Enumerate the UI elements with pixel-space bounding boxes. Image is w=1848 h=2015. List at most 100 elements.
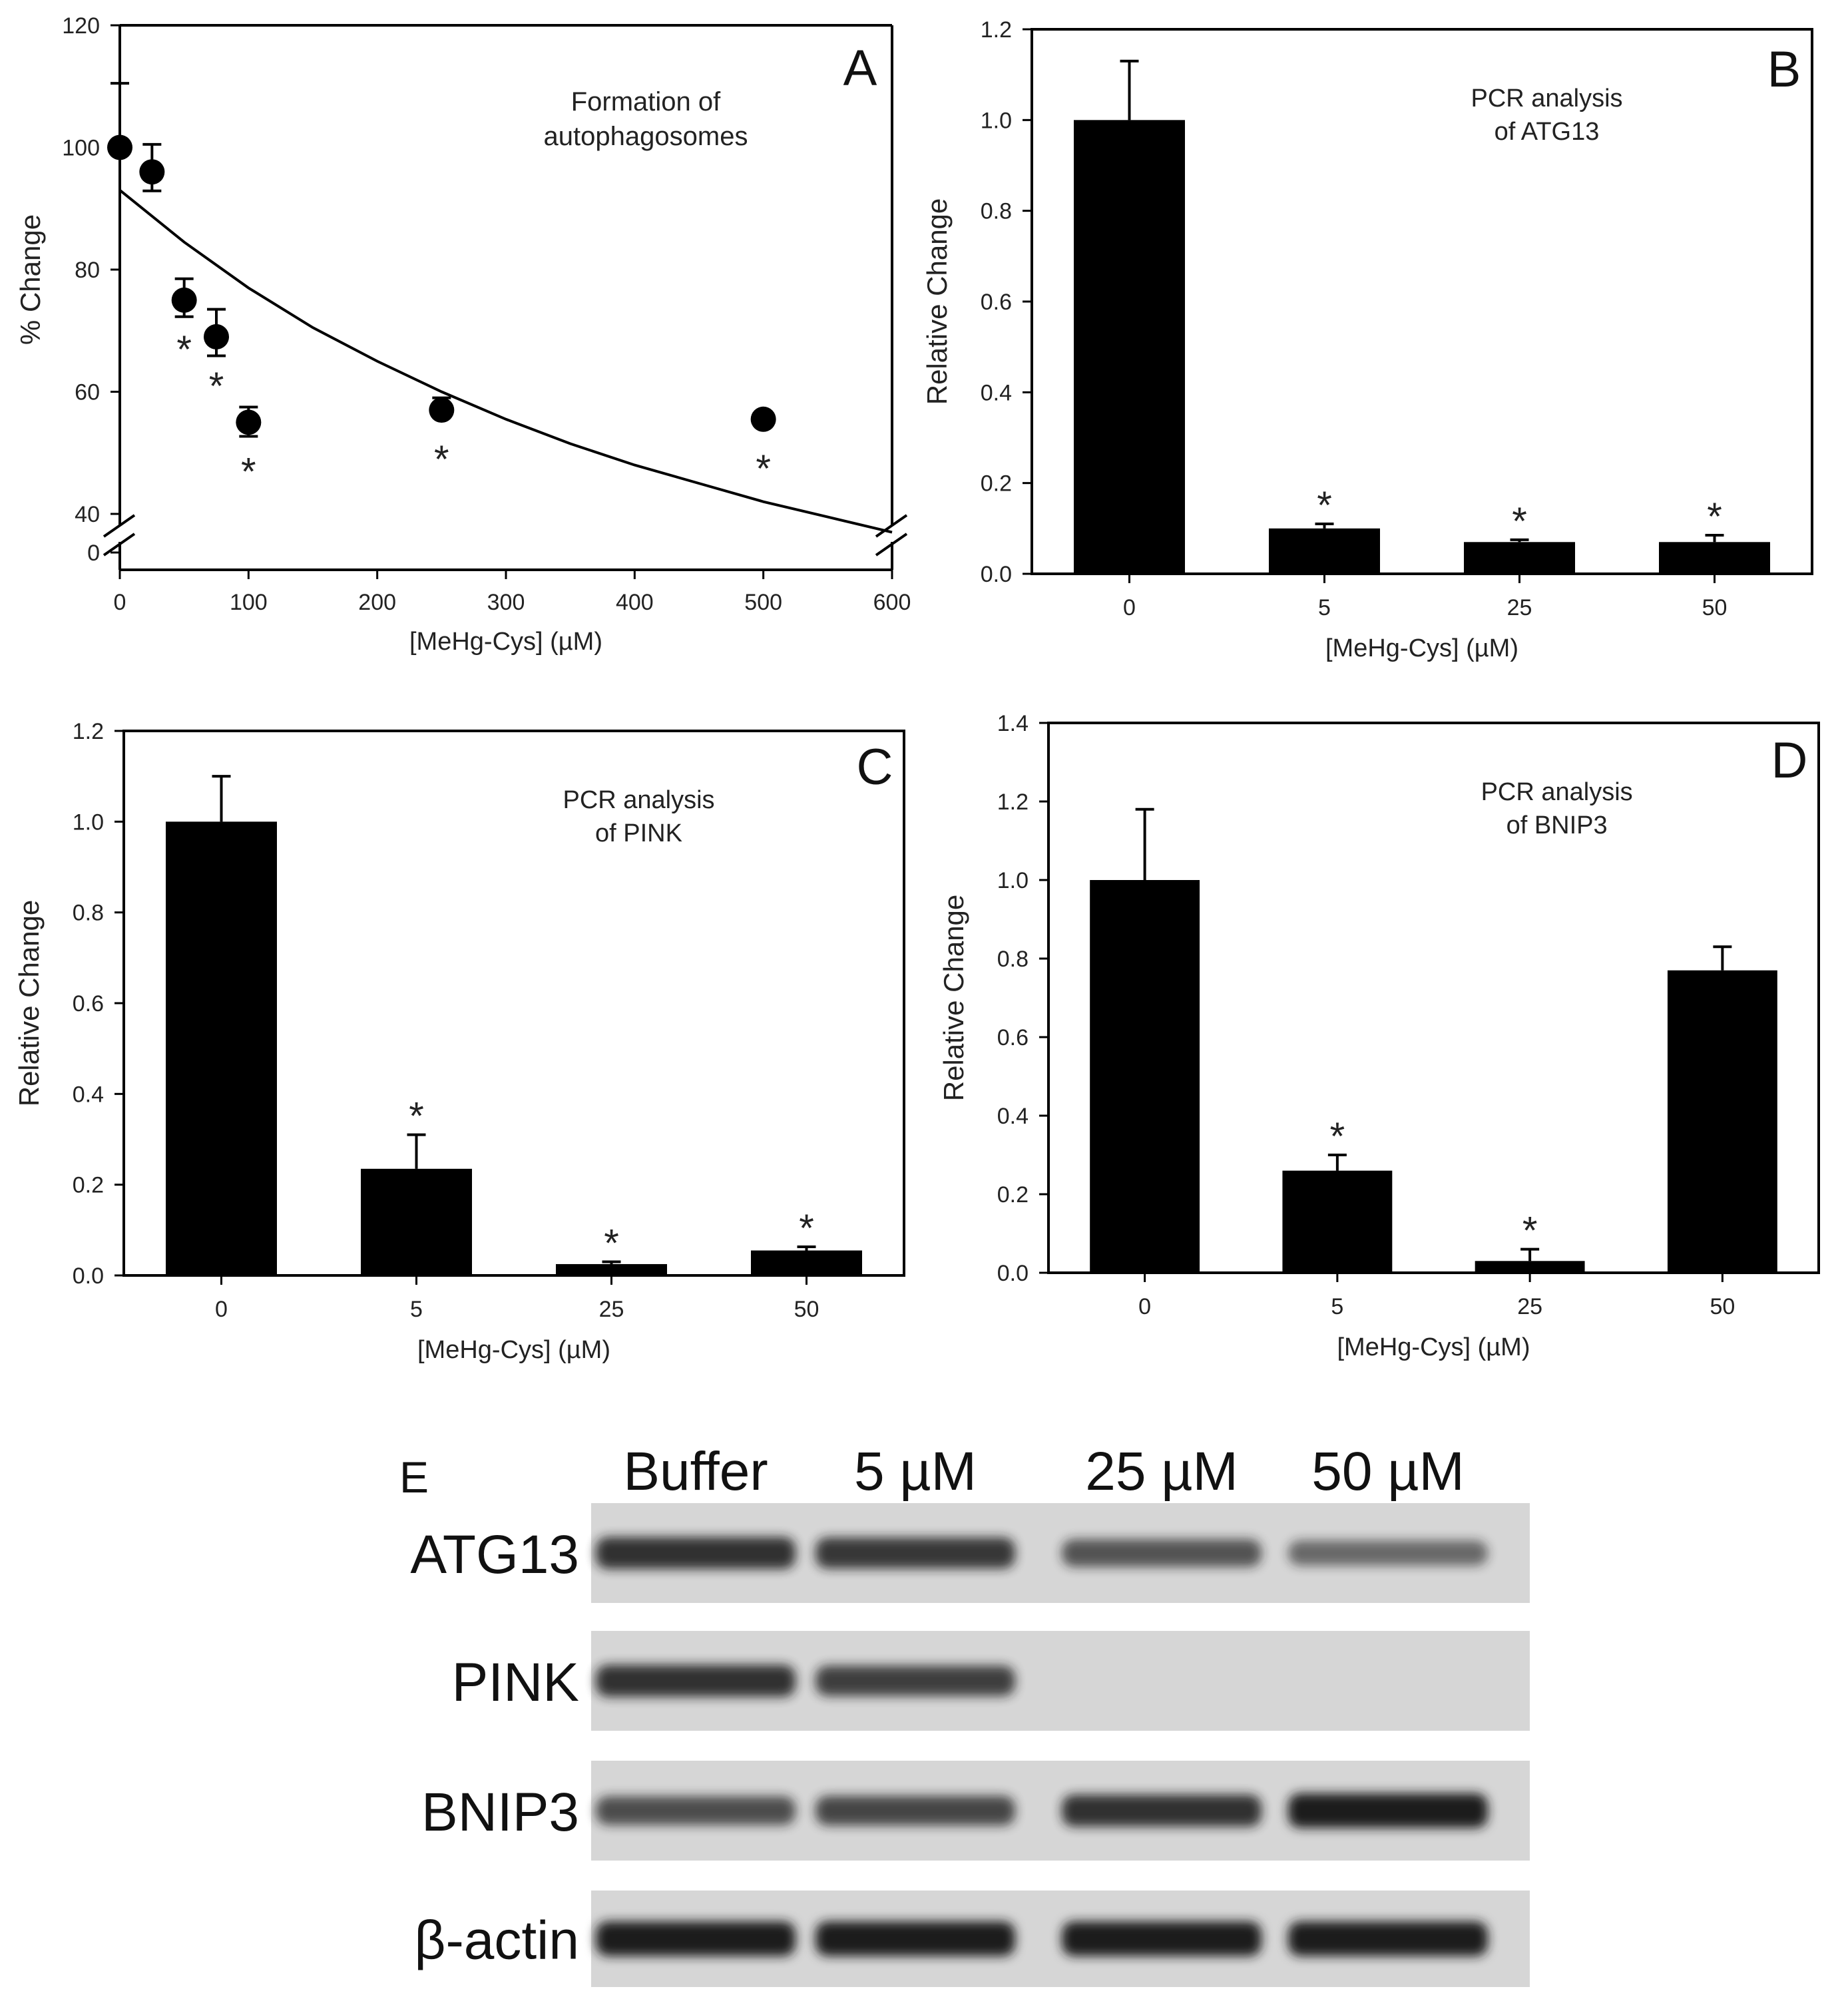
bar: [1090, 880, 1200, 1273]
y-tick-label: 0: [87, 541, 100, 566]
bar: [1667, 970, 1777, 1273]
x-tick-label: 50: [1710, 1294, 1735, 1319]
axis-break-mark: [103, 533, 136, 557]
blot-row-label: PINK: [452, 1652, 579, 1713]
axis-break-mark: [875, 514, 908, 538]
bar: [360, 1168, 473, 1275]
blot-row-label: BNIP3: [421, 1782, 579, 1843]
blot-band: [1062, 1794, 1262, 1827]
bar: [555, 1263, 668, 1275]
significance-star: *: [241, 450, 256, 493]
bar: [165, 821, 278, 1275]
x-tick-label: 0: [1123, 595, 1136, 620]
chart-annotation: of PINK: [595, 819, 682, 847]
bar: [1475, 1261, 1585, 1273]
y-tick-label: 0.8: [981, 199, 1012, 224]
blot-band: [1288, 1793, 1488, 1828]
x-axis-title: [MeHg-Cys] (µM): [1325, 634, 1518, 662]
significance-star: *: [409, 1095, 424, 1138]
y-tick-label: 0.0: [981, 562, 1012, 587]
y-axis-title: Relative Change: [938, 895, 969, 1102]
axis-break-mark: [875, 533, 908, 557]
x-tick-label: 5: [1331, 1294, 1343, 1319]
x-tick-label: 5: [410, 1297, 423, 1322]
panel-letter-e: E: [399, 1453, 429, 1502]
x-axis-title: [MeHg-Cys] (µM): [1337, 1333, 1530, 1361]
panel-letter-a: A: [843, 40, 877, 97]
significance-star: *: [1330, 1115, 1345, 1158]
data-point: [750, 406, 776, 432]
y-tick-label: 0.0: [73, 1263, 104, 1289]
x-tick-label: 400: [616, 590, 654, 615]
significance-star: *: [1522, 1210, 1538, 1253]
panel-letter-d: D: [1771, 732, 1808, 789]
axis-break-mark: [103, 514, 136, 538]
blot-band: [815, 1921, 1015, 1956]
bar: [1268, 528, 1381, 574]
y-tick-label: 0.4: [981, 380, 1012, 405]
significance-star: *: [434, 438, 449, 481]
x-tick-label: 600: [873, 590, 911, 615]
blot-band: [596, 1536, 796, 1570]
panel-d: 0.0 0.2 0.4 0.6 0.8 1.0 1.2 1.4 0 5 * 25 * 50 PCR anal…: [938, 711, 1820, 1361]
x-tick-label: 500: [744, 590, 782, 615]
lane-label: 5 µM: [854, 1441, 977, 1502]
panel-letter-b: B: [1767, 41, 1801, 98]
x-tick-label: 50: [794, 1297, 819, 1322]
x-tick-label: 25: [1517, 1294, 1542, 1319]
panel-letter-c: C: [857, 739, 893, 795]
blot-band: [1062, 1539, 1262, 1567]
y-tick-label: 0.6: [997, 1025, 1029, 1050]
panel-b: 0.0 0.2 0.4 0.6 0.8 1.0 1.2 0 5 * 25 * 50 * PCR analys…: [921, 17, 1813, 662]
y-tick-label: 1.0: [981, 108, 1012, 133]
bar: [1658, 542, 1771, 574]
data-point: [171, 287, 197, 313]
x-tick-label: 100: [230, 590, 268, 615]
x-tick-label: 5: [1318, 595, 1331, 620]
y-tick-label: 0.6: [73, 991, 104, 1016]
data-point: [139, 159, 165, 185]
significance-star: *: [799, 1207, 814, 1250]
bar: [1073, 120, 1186, 574]
x-tick-label: 0: [114, 590, 126, 615]
y-tick-label: 0.2: [981, 471, 1012, 497]
chart-annotation: PCR analysis: [1471, 85, 1622, 112]
x-tick-label: 300: [487, 590, 525, 615]
blot-row-label: β-actin: [414, 1910, 579, 1971]
y-tick-label: 120: [62, 13, 100, 39]
lane-label: Buffer: [623, 1441, 768, 1502]
significance-star: *: [1317, 484, 1332, 527]
blot-band: [1288, 1540, 1488, 1566]
y-tick-label: 100: [62, 136, 100, 161]
y-tick-label: 1.0: [73, 809, 104, 835]
chart-annotation: PCR analysis: [563, 786, 714, 814]
blot-band: [815, 1795, 1015, 1826]
y-axis-title: Relative Change: [921, 198, 953, 405]
y-tick-label: 60: [75, 380, 100, 405]
blot-band: [815, 1666, 1015, 1696]
x-axis-title: [MeHg-Cys] (µM): [409, 628, 602, 656]
bar: [1463, 542, 1576, 574]
y-axis-title: Relative Change: [13, 900, 45, 1107]
panel-c: 0.0 0.2 0.4 0.6 0.8 1.0 1.2 0 5 * 25 * 50 * PCR analys…: [13, 719, 905, 1364]
y-tick-label: 80: [75, 258, 100, 283]
x-tick-label: 25: [1507, 595, 1532, 620]
panel-a: 0 40 60 80 100 120 0 100 200 300 400 500 600 * * * * * For…: [15, 13, 911, 656]
lane-label: 25 µM: [1085, 1441, 1238, 1502]
significance-star: *: [756, 447, 771, 491]
data-point: [236, 409, 262, 435]
bar: [1282, 1170, 1393, 1273]
y-tick-label: 1.2: [73, 719, 104, 744]
y-tick-label: 1.4: [997, 711, 1029, 736]
blot-band: [596, 1796, 796, 1825]
y-tick-label: 40: [75, 502, 100, 527]
data-point: [429, 397, 455, 423]
significance-star: *: [604, 1222, 619, 1265]
x-tick-label: 0: [215, 1297, 228, 1322]
fit-curve: [118, 189, 893, 534]
y-tick-label: 0.8: [73, 901, 104, 926]
significance-star: *: [1707, 495, 1722, 539]
y-tick-label: 0.2: [997, 1182, 1029, 1208]
y-tick-label: 0.4: [73, 1082, 104, 1107]
